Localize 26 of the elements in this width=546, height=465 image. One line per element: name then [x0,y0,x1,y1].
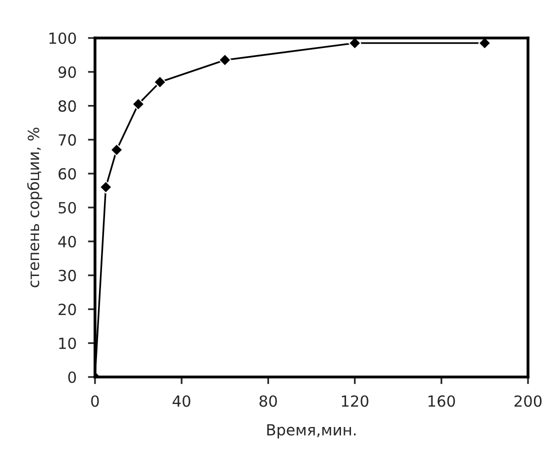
y-axis-title: степень сорбции, % [27,128,42,288]
x-tick-label: 160 [428,395,455,407]
y-tick-label: 40 [58,236,76,248]
y-tick-label: 80 [58,100,76,112]
y-tick-label: 100 [49,32,76,44]
x-axis-title: Время,мин. [267,424,356,439]
y-tick-label: 10 [59,338,76,350]
point [348,38,362,50]
y-tick-label: 70 [58,134,76,146]
point [154,76,166,88]
x-tick-label: 200 [514,395,542,407]
y-tick-label: 20 [58,304,76,316]
y-tick-label: 50 [58,202,76,214]
x-tick-label: 40 [172,395,190,407]
y-tick-label: 90 [58,66,76,78]
point [218,54,232,66]
y-tick-label: 60 [58,168,76,180]
x-tick-label: 80 [260,395,277,407]
point [478,38,492,50]
y-tick-label: 30 [58,270,76,282]
point [99,180,112,194]
point [132,98,145,111]
x-tick-label: 120 [342,395,368,407]
x-tick-label: 0 [91,395,99,407]
y-tick-label: 0 [68,371,76,384]
point [110,143,124,156]
